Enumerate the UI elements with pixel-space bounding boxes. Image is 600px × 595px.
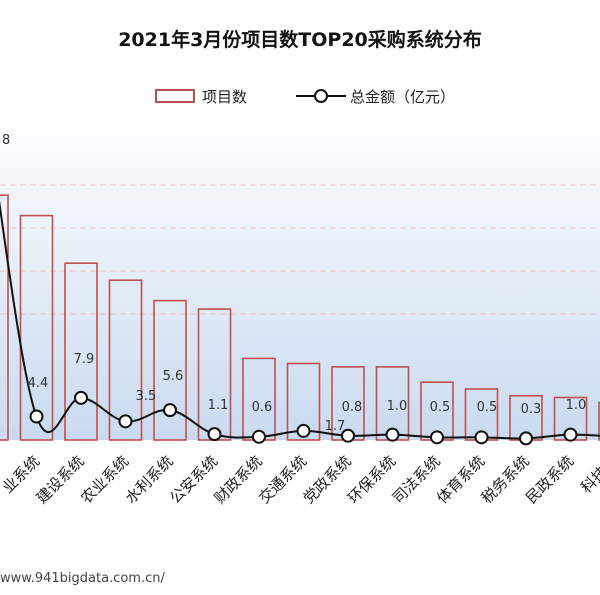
category-label-2: 建设系统 [33, 452, 88, 507]
legend: 项目数 总金额（亿元） [155, 88, 455, 106]
amount-label-11: 0.5 [477, 400, 498, 415]
category-label-3: 农业系统 [77, 452, 132, 507]
amount-label-0: 8 [2, 133, 10, 148]
bar-2 [64, 262, 98, 441]
amount-point-6 [252, 429, 266, 444]
bar-7 [286, 362, 321, 441]
legend-line-marker [314, 89, 328, 103]
amount-label-1: 4.4 [28, 376, 49, 391]
line-series [0, 200, 600, 446]
amount-point-3 [118, 414, 133, 429]
category-labels: 业系统建设系统农业系统水利系统公安系统财政系统交通系统党政系统环保系统司法系统体… [0, 452, 600, 507]
category-label-10: 司法系统 [389, 452, 444, 507]
data-labels: 4.4 7.9 3.5 5.6 1.1 0.6 1.7 0.8 1.0 0.5 0.5 0.3 1.0 8 [2, 133, 586, 434]
amount-line [0, 200, 600, 440]
amount-label-10: 0.5 [430, 400, 451, 415]
amount-point-7 [296, 423, 311, 438]
legend-line-label: 总金额（亿元） [350, 88, 455, 106]
footer-source-url: www.941bigdata.com.cn/ [0, 571, 165, 586]
category-label-4: 水利系统 [122, 452, 177, 507]
amount-point-8 [341, 428, 355, 443]
bar-4 [153, 299, 187, 441]
amount-label-12: 0.3 [521, 402, 542, 417]
amount-label-2: 7.9 [74, 352, 95, 367]
category-label-6: 财政系统 [211, 452, 266, 507]
amount-point-2 [74, 390, 88, 405]
amount-point-12 [519, 431, 533, 446]
legend-bar-label: 项目数 [202, 88, 247, 106]
category-label-5: 公安系统 [166, 452, 221, 507]
amount-point-13 [563, 427, 578, 442]
amount-label-6: 0.6 [252, 400, 273, 415]
bar-1 [19, 214, 54, 441]
amount-label-8: 0.8 [342, 400, 363, 415]
category-label-8: 党政系统 [300, 452, 355, 507]
amount-label-13: 1.0 [566, 398, 587, 413]
category-label-13: 民政系统 [522, 452, 577, 507]
category-label-14: 科技系 [577, 452, 600, 497]
amount-point-9 [385, 427, 400, 442]
amount-label-5: 1.1 [208, 398, 229, 413]
legend-bar-swatch [155, 89, 195, 103]
amount-point-11 [474, 430, 489, 445]
category-label-12: 税务系统 [478, 452, 533, 507]
amount-point-4 [163, 403, 177, 418]
amount-label-7: 1.7 [325, 419, 346, 434]
amount-point-5 [207, 427, 222, 442]
amount-label-9: 1.0 [387, 399, 408, 414]
amount-label-4: 5.6 [163, 369, 184, 384]
chart-title: 2021年3月份项目数TOP20采购系统分布 [118, 28, 482, 51]
category-label-9: 环保系统 [344, 452, 399, 507]
amount-point-10 [430, 430, 444, 445]
category-label-7: 交通系统 [255, 452, 310, 507]
bar-3 [108, 279, 143, 441]
bar-14 [598, 401, 600, 441]
plot-background [0, 118, 600, 440]
grid-lines [0, 184, 600, 315]
category-label-11: 体育系统 [433, 452, 488, 507]
amount-point-1 [29, 409, 44, 424]
bar-0 [0, 194, 9, 441]
amount-label-3: 3.5 [136, 389, 157, 404]
